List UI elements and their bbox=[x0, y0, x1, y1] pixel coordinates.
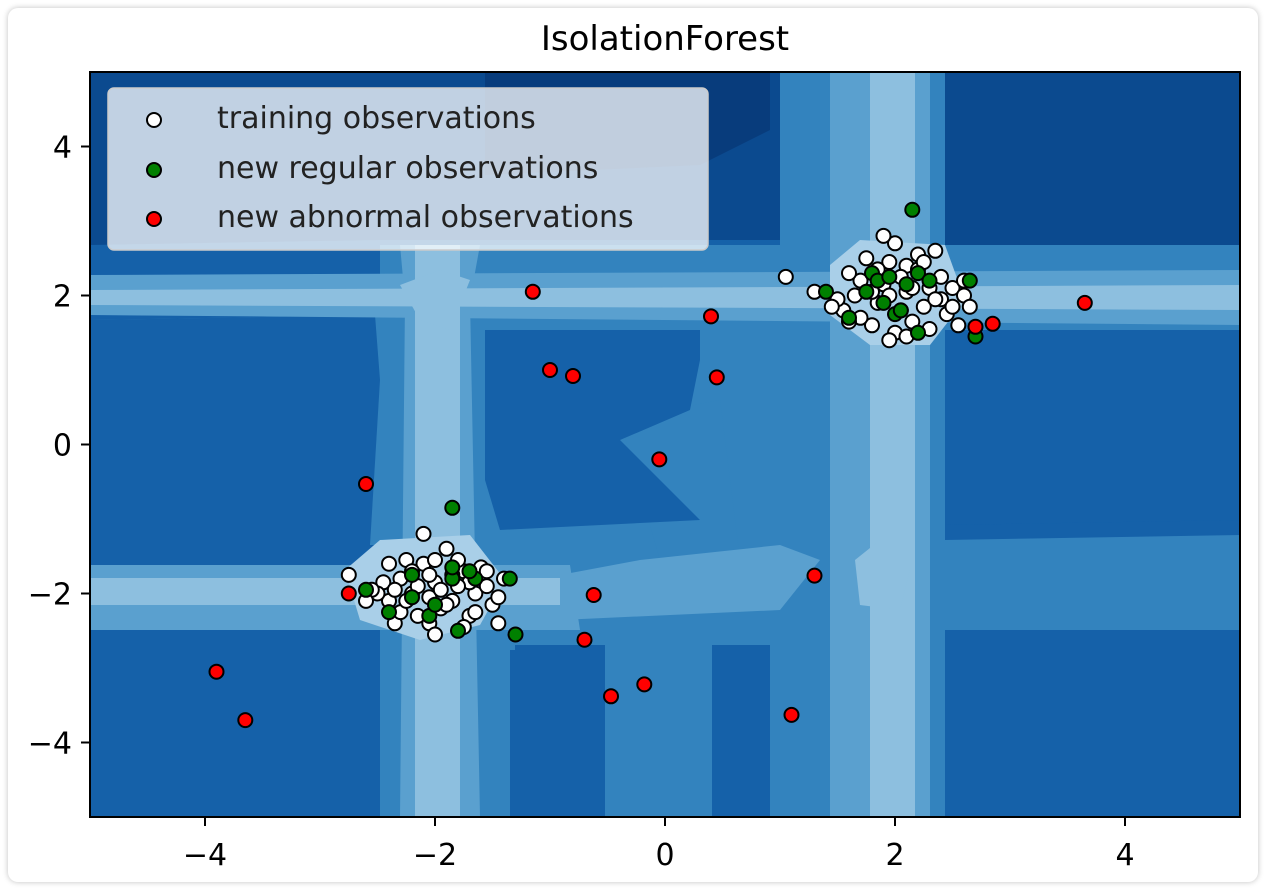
abnormal-point bbox=[708, 369, 725, 386]
abnormal-point bbox=[783, 706, 800, 723]
training-point bbox=[421, 566, 438, 583]
abnormal-point bbox=[603, 688, 619, 705]
regular-point bbox=[910, 324, 926, 341]
training-point bbox=[950, 317, 967, 334]
training-point bbox=[944, 280, 961, 296]
training-point bbox=[875, 227, 892, 244]
regular-point bbox=[444, 559, 461, 576]
training-point bbox=[467, 604, 484, 621]
x-tick-label: 2 bbox=[885, 838, 904, 873]
abnormal-point bbox=[542, 362, 558, 378]
x-tick-label: −2 bbox=[413, 838, 457, 873]
abnormal-point bbox=[208, 663, 225, 680]
training-point bbox=[864, 317, 880, 334]
regular-point bbox=[910, 265, 926, 282]
training-point bbox=[823, 298, 840, 315]
abnormal-point bbox=[636, 676, 653, 693]
regular-point bbox=[841, 309, 857, 326]
training-point bbox=[887, 235, 903, 252]
abnormal-point bbox=[703, 308, 719, 325]
abnormal-point bbox=[524, 283, 541, 300]
regular-point bbox=[898, 276, 915, 293]
abnormal-point bbox=[651, 451, 668, 468]
new-abnormal-observations-series bbox=[208, 283, 1093, 729]
regular-point bbox=[404, 589, 420, 606]
legend-marker-abnormal bbox=[146, 211, 162, 227]
training-point bbox=[915, 298, 932, 315]
y-tick-label: 4 bbox=[53, 131, 72, 166]
regular-point bbox=[507, 626, 524, 643]
x-tick-label: 4 bbox=[1115, 838, 1134, 873]
training-point bbox=[961, 298, 978, 315]
training-point bbox=[432, 581, 449, 598]
abnormal-point bbox=[984, 315, 1001, 332]
regular-point bbox=[892, 302, 909, 319]
y-tick-label: −2 bbox=[28, 578, 72, 613]
regular-point bbox=[881, 268, 898, 285]
regular-point bbox=[921, 272, 938, 289]
legend: training observations new regular observ… bbox=[107, 87, 709, 251]
legend-label-regular: new regular observations bbox=[217, 151, 598, 186]
regular-point bbox=[404, 566, 420, 583]
abnormal-point bbox=[585, 587, 602, 603]
x-axis: −4 −2 0 2 4 bbox=[183, 817, 1135, 873]
training-point bbox=[927, 242, 944, 259]
training-point bbox=[777, 268, 794, 285]
training-point bbox=[427, 626, 443, 643]
regular-point bbox=[450, 622, 466, 639]
abnormal-point bbox=[340, 585, 357, 602]
training-point bbox=[381, 555, 397, 572]
training-point bbox=[858, 250, 875, 267]
training-point bbox=[427, 552, 443, 568]
legend-marker-training bbox=[146, 112, 162, 128]
abnormal-point bbox=[237, 712, 254, 729]
y-axis: −4 −2 0 2 4 bbox=[28, 131, 90, 762]
training-point bbox=[944, 298, 961, 315]
x-tick-label: −4 bbox=[183, 838, 227, 873]
abnormal-point bbox=[565, 368, 581, 384]
legend-label-abnormal: new abnormal observations bbox=[217, 200, 634, 235]
new-regular-observations-series bbox=[358, 201, 984, 643]
abnormal-point bbox=[806, 567, 823, 584]
abnormal-point bbox=[358, 476, 374, 492]
training-point bbox=[841, 265, 857, 282]
training-point bbox=[490, 615, 507, 632]
regular-point bbox=[904, 201, 921, 218]
regular-point bbox=[427, 596, 443, 613]
training-point bbox=[881, 332, 898, 349]
regular-point bbox=[961, 272, 978, 289]
abnormal-point bbox=[967, 318, 984, 335]
training-point bbox=[415, 525, 432, 542]
y-tick-label: −4 bbox=[28, 727, 72, 762]
training-point bbox=[340, 566, 357, 583]
training-point bbox=[927, 291, 944, 308]
regular-point bbox=[358, 581, 374, 598]
regular-point bbox=[461, 563, 478, 580]
training-point bbox=[386, 581, 403, 598]
regular-point bbox=[444, 499, 461, 516]
training-point bbox=[438, 540, 455, 557]
regular-point bbox=[818, 283, 834, 300]
y-tick-label: 2 bbox=[53, 280, 72, 315]
abnormal-point bbox=[576, 631, 593, 648]
chart-title: IsolationForest bbox=[541, 19, 789, 59]
legend-label-training: training observations bbox=[217, 101, 536, 136]
training-point bbox=[490, 589, 507, 606]
legend-marker-regular bbox=[146, 162, 162, 178]
regular-point bbox=[381, 604, 397, 621]
legend-box bbox=[107, 87, 709, 251]
x-tick-label: 0 bbox=[655, 838, 674, 873]
regular-point bbox=[858, 283, 875, 300]
y-tick-label: 0 bbox=[53, 429, 72, 464]
regular-point bbox=[875, 294, 892, 311]
abnormal-point bbox=[1076, 294, 1093, 311]
training-point bbox=[478, 563, 495, 580]
regular-point bbox=[501, 570, 518, 587]
